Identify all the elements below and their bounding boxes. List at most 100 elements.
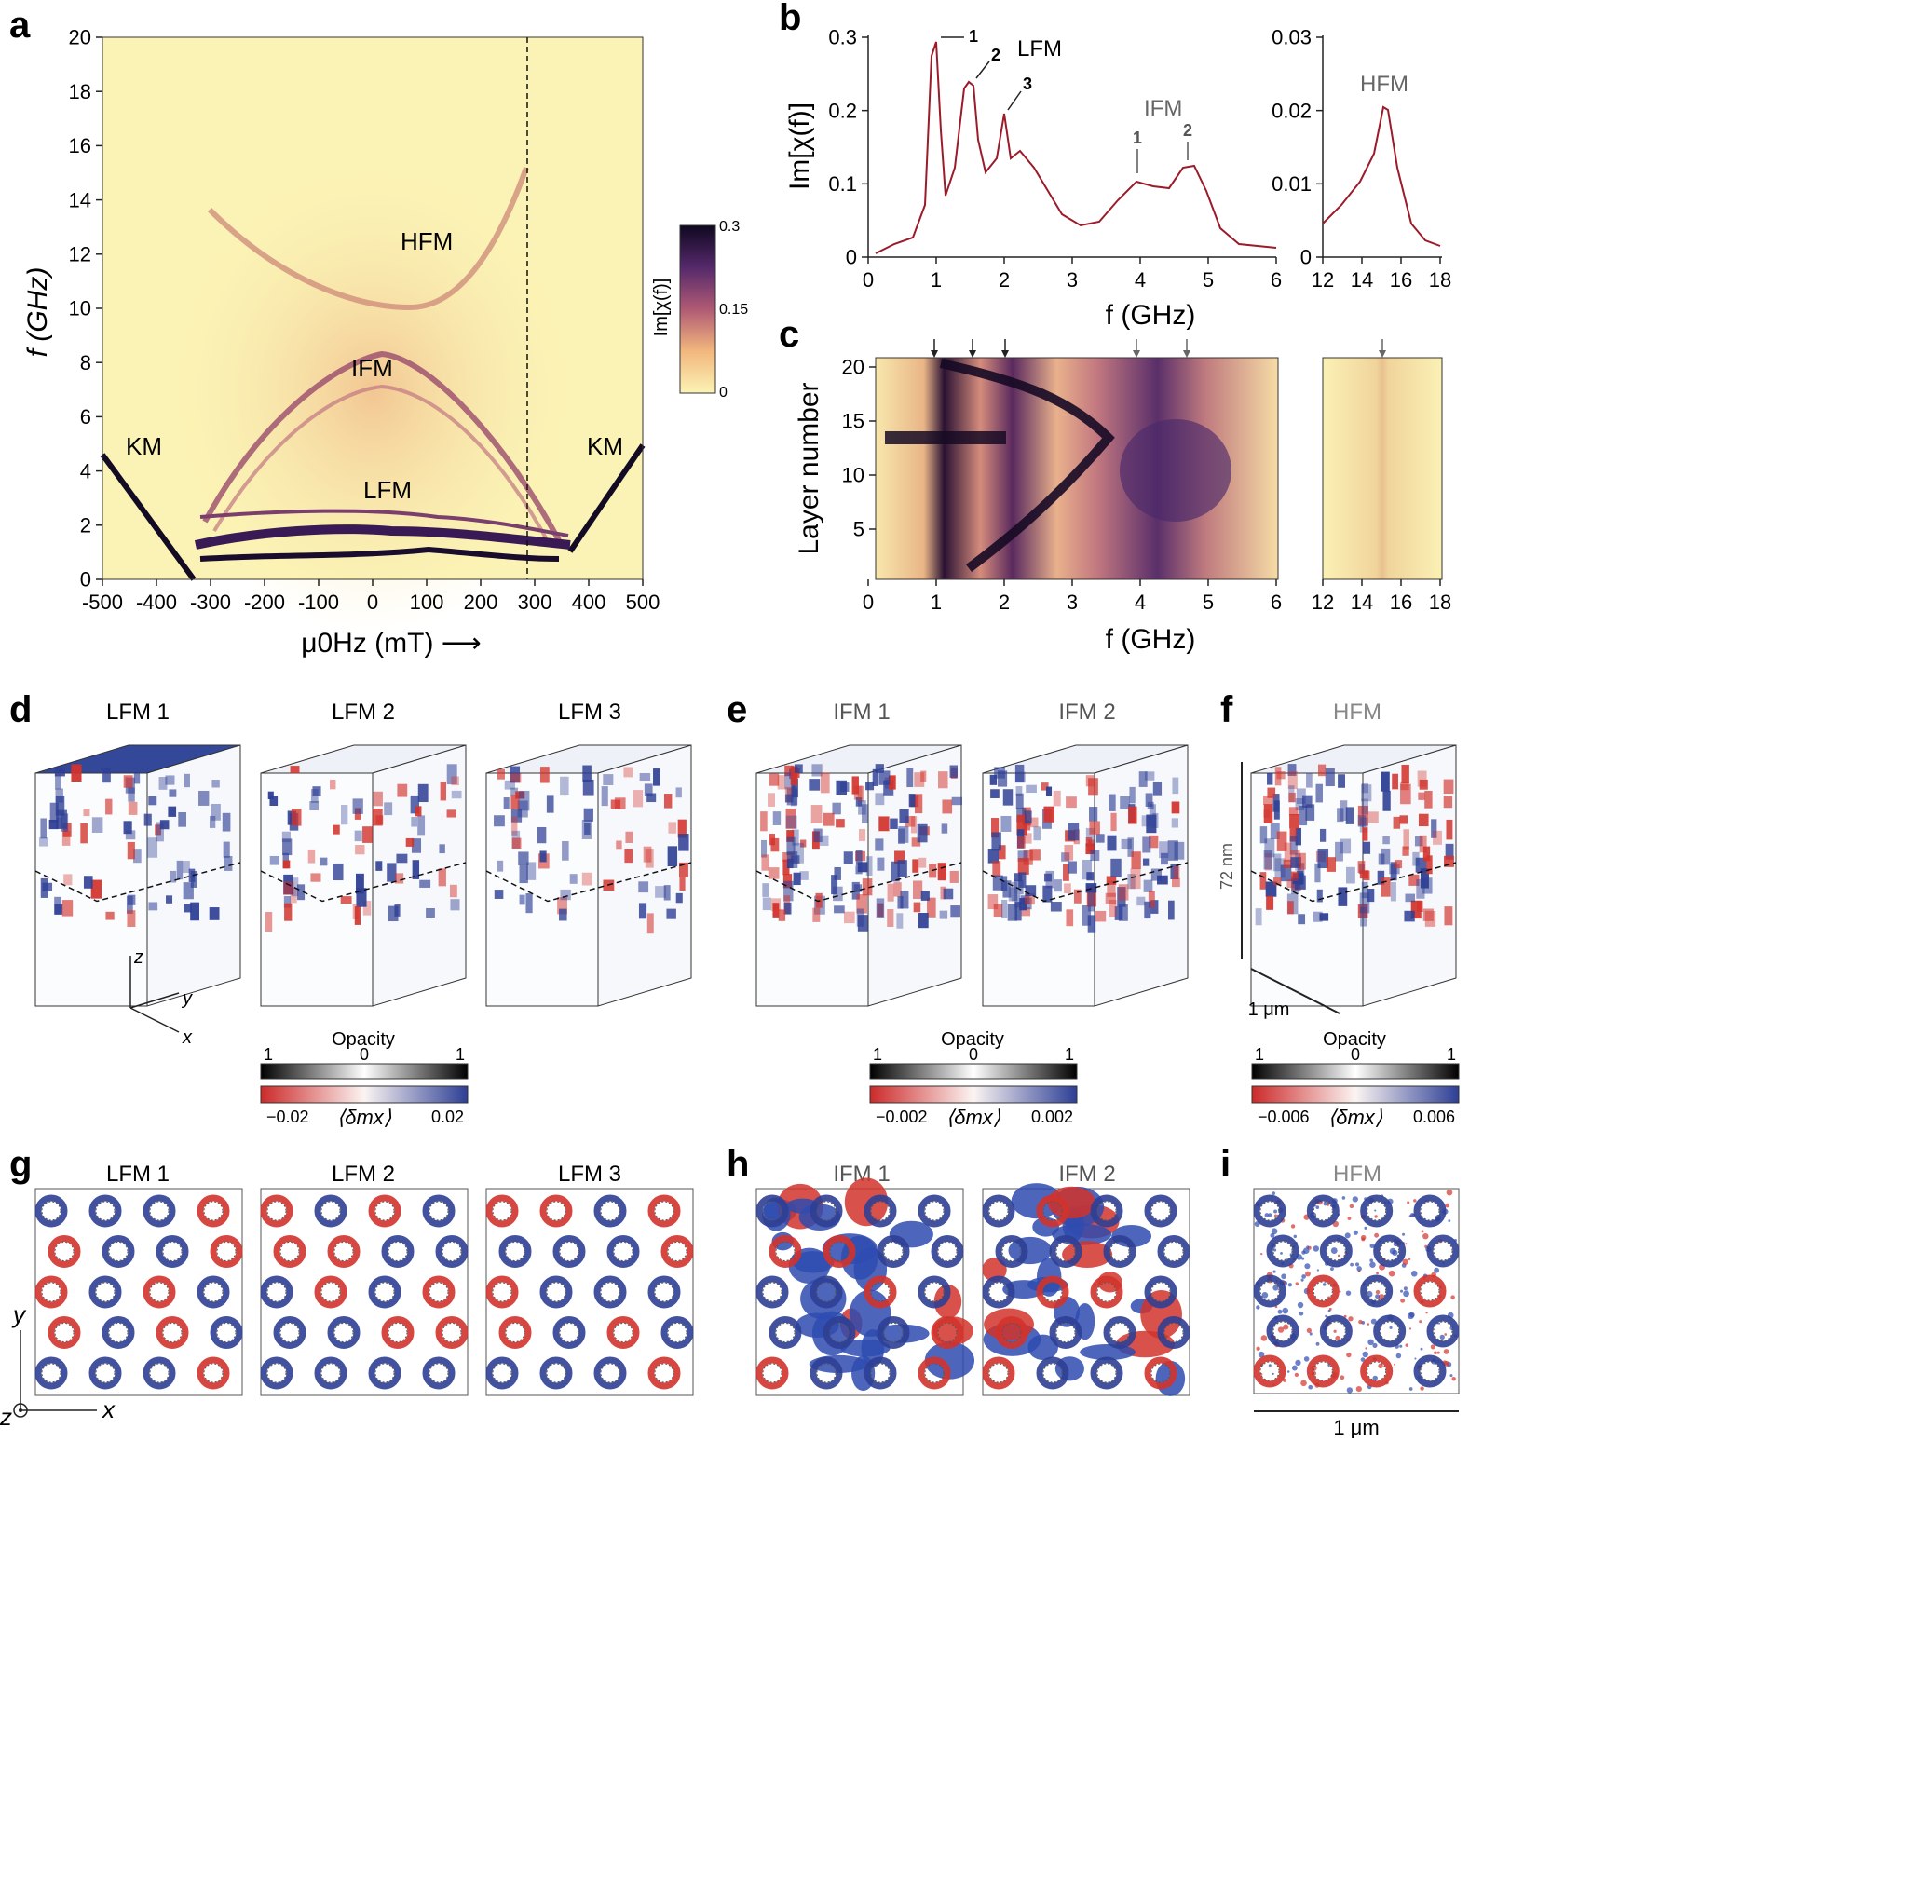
cube-hfm-voxel — [1263, 796, 1273, 805]
cube-hfm-voxel — [1359, 892, 1370, 914]
cube-ifm1-voxel — [872, 768, 879, 786]
map-lfm2-skyrmion-core — [320, 1282, 341, 1302]
cube-hfm-voxel — [1408, 874, 1420, 886]
cube-lfm3-front-face — [485, 772, 599, 1007]
cube-lfm1-voxel — [55, 788, 63, 803]
map-lfm2-skyrmion — [260, 1194, 293, 1228]
panel-a: a 0 2 4 6 8 10 12 14 16 18 20 -500 -400 -300 -200 -100… — [9, 5, 748, 659]
map-hfm-skyrmion-core — [1272, 1321, 1293, 1341]
cube-ifm1-voxel — [790, 766, 798, 786]
cube-ifm1-voxel — [787, 858, 794, 869]
cube-ifm1-voxel — [939, 910, 948, 919]
map-hfm-speckle — [1341, 1196, 1346, 1200]
map-hfm-speckle — [1316, 1269, 1320, 1272]
cube-ifm2-voxel — [1029, 849, 1041, 861]
map-ifm2-skyrmion-core — [988, 1201, 1009, 1221]
map-ifm1-skyrmion-core — [924, 1282, 945, 1302]
cube-ifm1-voxel — [857, 862, 868, 873]
panel-d-title-1: LFM 1 — [106, 700, 170, 725]
map-lfm3-skyrmion — [606, 1316, 640, 1349]
map-ifm1-skyrmion-core — [870, 1282, 891, 1302]
map-hfm-speckle — [1346, 1352, 1352, 1358]
cube-lfm1-voxel — [166, 895, 173, 904]
cube-lfm1-voxel — [148, 902, 158, 911]
panel-b-right-ytick-label: 0.01 — [1272, 172, 1312, 196]
panel-b-left-xtick-label: 3 — [1067, 268, 1078, 292]
map-lfm1-skyrmion — [197, 1275, 230, 1309]
map-ifm2-skyrmion — [1144, 1356, 1177, 1390]
map-hfm-speckle — [1287, 1283, 1293, 1287]
map-lfm3-skyrmion — [485, 1194, 519, 1228]
panel-f-title: HFM — [1333, 700, 1381, 725]
panel-a-ytick-label: 18 — [69, 80, 91, 103]
panel-c-arrowhead — [1183, 350, 1190, 358]
panel-b-right-y-ticks: 0 0.01 0.02 0.03 — [1272, 26, 1323, 269]
cube-lfm2-voxel — [290, 887, 297, 904]
cube-lfm1-voxel — [125, 830, 136, 840]
cube-ifm2-voxel — [1016, 814, 1027, 836]
map-hfm-speckle — [1370, 1318, 1377, 1325]
cube-hfm-voxel — [1414, 836, 1423, 847]
cube-ifm1-voxel — [862, 804, 868, 823]
cube-hfm-voxel — [1289, 836, 1298, 855]
map-ifm1-skyrmion-core — [775, 1323, 796, 1342]
cube-lfm2-voxel — [426, 908, 435, 918]
cube-hfm-voxel — [1296, 871, 1304, 885]
cube-lfm1-voxel — [155, 824, 162, 836]
cube-ifm1-voxel — [782, 874, 793, 889]
cube-hfm-voxel — [1276, 771, 1286, 780]
cube-lfm1-voxel — [133, 771, 141, 784]
map-ifm1-skyrmion-core — [829, 1242, 850, 1261]
map-lfm1-skyrmion-core — [108, 1242, 129, 1261]
map-hfm-speckle — [1409, 1213, 1415, 1218]
map-hfm-speckle — [1438, 1322, 1441, 1325]
cube-ifm1-voxel — [857, 785, 864, 802]
cube-lfm3-voxel — [518, 790, 530, 811]
cube-ifm2-voxel — [1017, 858, 1029, 875]
cube-lfm2-voxel — [282, 860, 291, 869]
cube-hfm-voxel — [1319, 913, 1329, 921]
cube-ifm1-voxel — [833, 886, 843, 902]
cube-hfm-voxel — [1263, 804, 1273, 823]
cube-hfm-voxel — [1273, 800, 1280, 820]
cube-ifm1-voxel — [890, 818, 898, 829]
cube-lfm3-voxel — [668, 822, 676, 834]
cube-lfm3-voxel — [581, 872, 592, 886]
map-lfm2-skyrmion — [435, 1316, 469, 1349]
cube-ifm1-voxel — [878, 816, 890, 832]
map-lfm3-skyrmion — [647, 1356, 681, 1390]
cube-ifm1-voxel — [888, 775, 896, 790]
cube-ifm1-voxel — [786, 836, 796, 855]
cube-ifm2-voxel — [992, 861, 1001, 877]
cube-hfm-voxel — [1381, 771, 1390, 792]
cube-hfm-voxel — [1298, 914, 1306, 925]
map-lfm2-skyrmion — [273, 1316, 306, 1349]
map-hfm-skyrmion-core — [1367, 1361, 1387, 1381]
cube-ifm2-voxel — [1138, 771, 1148, 787]
map-hfm-speckle — [1299, 1311, 1304, 1316]
map-hfm-speckle — [1339, 1290, 1341, 1293]
map-ifm2-skyrmion — [1157, 1316, 1190, 1349]
cube-hfm-voxel — [1316, 889, 1323, 903]
map-hfm-skyrmion-core — [1367, 1201, 1387, 1221]
cube-lfm3-voxel — [677, 819, 687, 838]
cube-ifm1-voxel — [883, 780, 894, 796]
cube-hfm-voxel — [1400, 783, 1411, 805]
cube-hfm-voxel — [1390, 862, 1397, 881]
cube-lfm1-voxel — [49, 802, 59, 823]
cube-ifm1-voxel — [905, 816, 916, 827]
map-hfm-speckle — [1272, 1248, 1277, 1252]
map-hfm-skyrmion — [1426, 1314, 1460, 1348]
panel-a-label-ifm: IFM — [351, 354, 393, 382]
cube-lfm3-voxel — [562, 841, 569, 861]
map-ifm2-skyrmion — [982, 1275, 1015, 1309]
cube-ifm2-voxel — [1110, 858, 1122, 877]
cube-ifm1-voxel — [927, 897, 936, 918]
cube-ifm2-voxel — [1148, 891, 1155, 908]
cube-ifm2-voxel — [1015, 771, 1026, 783]
panel-i-maps — [1253, 1188, 1460, 1394]
map-hfm-speckle — [1446, 1189, 1453, 1196]
cube-ifm1 — [755, 744, 963, 1007]
map-lfm2-skyrmion — [422, 1194, 456, 1228]
map-lfm3-skyrmion — [539, 1356, 573, 1390]
